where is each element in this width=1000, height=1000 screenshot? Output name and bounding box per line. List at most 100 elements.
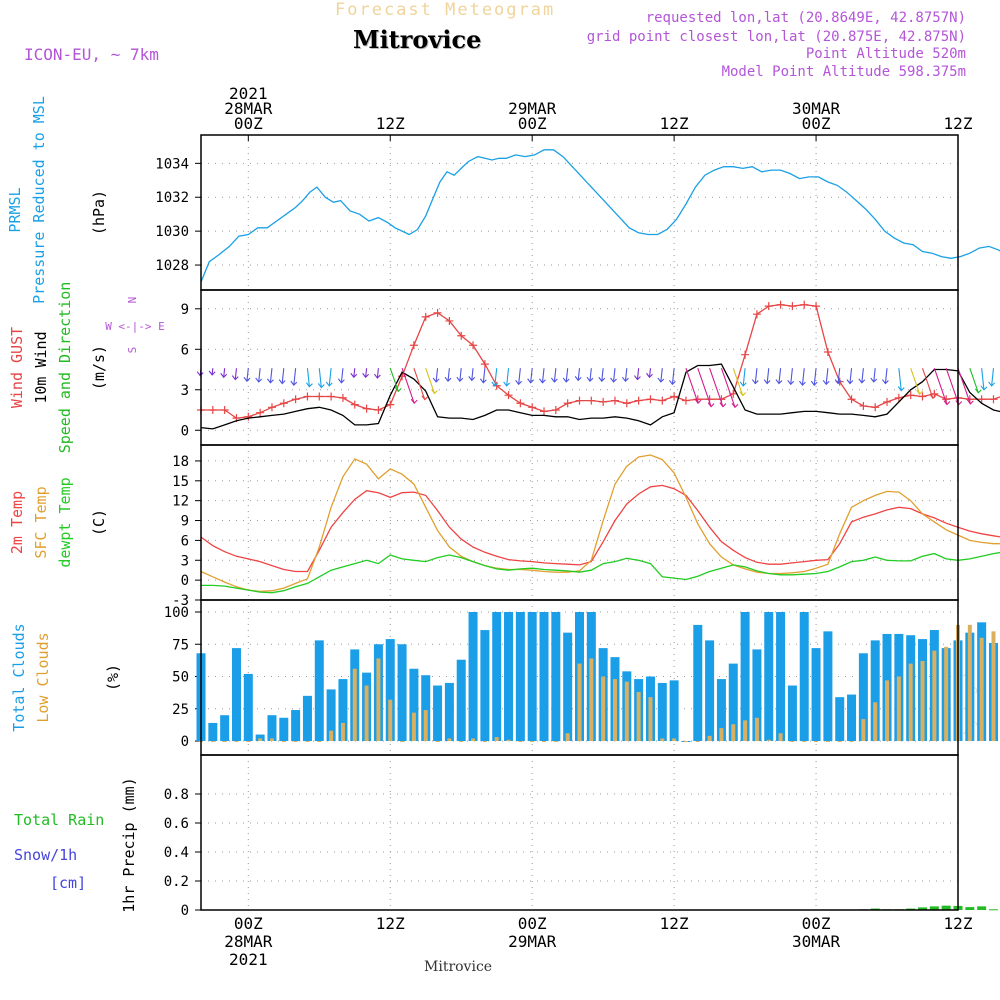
series-total-clouds-bar: [752, 649, 762, 741]
series-low-clouds-bar: [482, 741, 487, 742]
wind-direction-arrow: [790, 368, 793, 385]
wind-direction-arrow: [541, 368, 545, 383]
series-low-clouds-bar: [790, 741, 795, 742]
series-total-clouds-bar: [764, 612, 774, 741]
y-tick-label: 1032: [155, 190, 189, 206]
wind-direction-arrow: [425, 367, 436, 394]
series-low-clouds-bar: [246, 741, 251, 742]
series-wind-gust-marker: [812, 302, 821, 311]
series-low-clouds-bar: [388, 699, 393, 741]
panel-pressure: 1028 1030 1032 1034 PRMSL Pressure Reduced to…: [6, 96, 1000, 304]
rain-label: Total Rain: [14, 811, 104, 829]
y-tick-label: 9: [181, 514, 189, 530]
series-total-clouds-bar: [468, 612, 478, 741]
series-low-clouds-bar: [447, 738, 452, 741]
series-low-clouds-bar: [506, 739, 511, 741]
y-tick-label: 3: [181, 553, 189, 569]
time-label: 30MAR: [792, 99, 841, 118]
time-label: 29MAR: [508, 932, 557, 951]
series-total-clouds-bar: [776, 612, 786, 741]
series-wind-gust-marker: [421, 312, 430, 321]
series-low-clouds-bar: [967, 624, 972, 741]
wind-direction-arrowhead: [739, 381, 747, 387]
series-low-clouds-bar: [542, 741, 547, 742]
series-total-clouds-bar: [787, 685, 797, 741]
panel-label: Wind GUST: [8, 327, 26, 408]
wind-direction-arrowhead: [966, 399, 974, 405]
series-low-clouds-bar: [648, 697, 653, 741]
wind-direction-arrow: [601, 368, 604, 382]
y-tick-label: 25: [172, 702, 189, 718]
wind-direction-arrowhead: [897, 386, 905, 392]
series-total-clouds-bar: [409, 668, 419, 741]
series-low-clouds-bar: [944, 646, 949, 741]
wind-direction-arrow: [849, 368, 853, 384]
wind-direction-arrowhead: [858, 378, 866, 384]
wind-direction-arrow: [825, 368, 829, 385]
point-altitude: Point Altitude 520m: [805, 46, 966, 62]
series-total-clouds-bar: [220, 715, 230, 741]
series-total-clouds-bar: [870, 640, 880, 741]
wind-direction-arrowhead: [980, 385, 988, 391]
wind-direction-arrowhead: [479, 378, 487, 384]
y-tick-label: 18: [172, 454, 189, 470]
wind-direction-arrow: [957, 367, 971, 405]
wind-direction-arrowhead: [668, 379, 676, 386]
series-total-clouds-bar: [302, 695, 312, 741]
time-label: 12Z: [660, 914, 689, 933]
panel-label: dewpt Temp: [56, 477, 74, 567]
series-wind-gust-marker: [977, 395, 986, 404]
wind-direction-arrowhead: [988, 381, 995, 387]
series-low-clouds-bar: [364, 685, 369, 741]
y-tick-label: 0.2: [164, 874, 189, 890]
wind-direction-arrow: [969, 367, 979, 393]
wind-direction-arrowhead: [731, 402, 739, 409]
series-low-clouds-bar: [814, 741, 819, 742]
wind-direction-arrow: [648, 368, 652, 378]
series-low-clouds-bar: [518, 741, 523, 742]
time-label: 00Z: [802, 114, 831, 133]
series-wind-gust-marker: [516, 399, 525, 408]
series-low-clouds-bar: [754, 717, 759, 741]
series-total-rain-bar: [929, 906, 939, 910]
wind-direction-arrowhead: [350, 372, 358, 379]
y-tick-label: 50: [172, 670, 189, 686]
series-low-clouds-bar: [920, 661, 925, 741]
series-low-clouds-bar: [222, 741, 227, 742]
series-wind-gust-marker: [575, 396, 584, 405]
wind-direction-arrowhead: [410, 398, 418, 404]
series-wind-gust-marker: [457, 331, 466, 340]
wind-direction-arrowhead: [243, 376, 251, 383]
y-tick-label: 1030: [155, 224, 189, 240]
wind-direction-arrow: [306, 368, 310, 387]
wind-direction-arrowhead: [974, 388, 982, 394]
wind-direction-arrowhead: [266, 378, 274, 384]
series-total-clouds-bar: [669, 680, 679, 741]
wind-direction-arrow: [660, 368, 663, 383]
series-wind-gust-line: [201, 304, 1000, 419]
series-wind-gust-marker: [622, 399, 631, 408]
time-label: 12Z: [376, 114, 405, 133]
panel-label: 2m Temp: [8, 491, 26, 554]
series-total-clouds-bar: [421, 675, 431, 741]
wind-direction-arrowhead: [787, 379, 795, 386]
model-label: ICON-EU, ~ 7km: [24, 45, 159, 64]
series-low-clouds-bar: [411, 712, 416, 741]
wind-direction-arrowhead: [646, 372, 653, 379]
wind-direction-arrow: [376, 368, 379, 379]
series-low-clouds-bar: [683, 741, 688, 742]
series-low-clouds-bar: [766, 739, 771, 741]
wind-direction-arrowhead: [751, 379, 759, 385]
series-wind-gust-marker: [788, 302, 797, 311]
series-wind-gust-marker: [480, 360, 489, 369]
series-low-clouds-bar: [329, 730, 334, 741]
wind-direction-arrowhead: [432, 377, 440, 383]
wind-direction-arrow: [494, 368, 498, 386]
series-prmsl-line: [200, 149, 1000, 283]
series-wind-gust-marker: [752, 310, 761, 319]
panel-label: Low Clouds: [34, 632, 52, 722]
series-low-clouds-bar: [589, 658, 594, 741]
wind-direction-arrow: [933, 367, 948, 405]
